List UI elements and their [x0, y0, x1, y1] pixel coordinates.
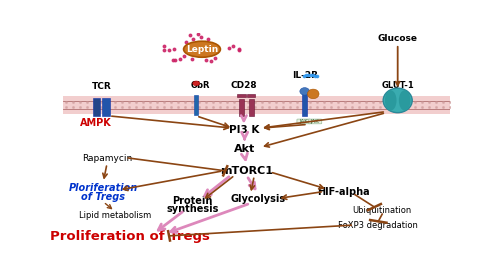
Text: Glycolysis: Glycolysis [230, 194, 286, 204]
Text: ObR: ObR [190, 81, 210, 90]
Bar [194, 94, 198, 115]
Bar [237, 94, 246, 97]
Text: AMPK: AMPK [80, 118, 112, 128]
Bar [62, 96, 450, 114]
Text: synthesis: synthesis [166, 204, 218, 214]
Text: Ubiquitination: Ubiquitination [352, 206, 412, 215]
Bar [302, 90, 307, 116]
Ellipse shape [184, 41, 220, 57]
FancyBboxPatch shape [297, 119, 310, 124]
Text: Ploriferation: Ploriferation [68, 183, 138, 193]
Ellipse shape [399, 90, 410, 111]
Text: TCR: TCR [92, 82, 111, 91]
Ellipse shape [308, 89, 319, 99]
Text: IL-2R: IL-2R [292, 71, 318, 79]
Text: Rapamycin: Rapamycin [82, 153, 132, 163]
Text: JAK: JAK [299, 119, 308, 124]
Text: CD28: CD28 [230, 81, 257, 90]
Text: Leptin: Leptin [186, 45, 218, 54]
Text: PI3 K: PI3 K [230, 125, 260, 135]
Text: HIF-alpha: HIF-alpha [317, 186, 370, 196]
Bar [246, 94, 256, 97]
Ellipse shape [192, 81, 200, 86]
Text: GLUT-1: GLUT-1 [382, 81, 414, 90]
Bar [92, 98, 100, 116]
Text: Protein: Protein [172, 196, 212, 206]
Text: JAK: JAK [311, 119, 320, 124]
Text: Lipid metabolism: Lipid metabolism [78, 211, 151, 220]
Text: Proliferation of Tregs: Proliferation of Tregs [50, 230, 210, 243]
Text: mTORC1: mTORC1 [220, 166, 273, 176]
Text: Glucose: Glucose [378, 34, 418, 43]
Bar [248, 99, 254, 116]
Ellipse shape [385, 90, 396, 111]
Bar [239, 99, 244, 116]
Ellipse shape [300, 88, 310, 95]
FancyBboxPatch shape [308, 119, 322, 124]
Text: Akt: Akt [234, 145, 256, 155]
Text: FoXP3 degradation: FoXP3 degradation [338, 221, 418, 230]
Bar [102, 98, 110, 116]
Text: of Tregs: of Tregs [81, 193, 125, 202]
Ellipse shape [383, 88, 412, 113]
